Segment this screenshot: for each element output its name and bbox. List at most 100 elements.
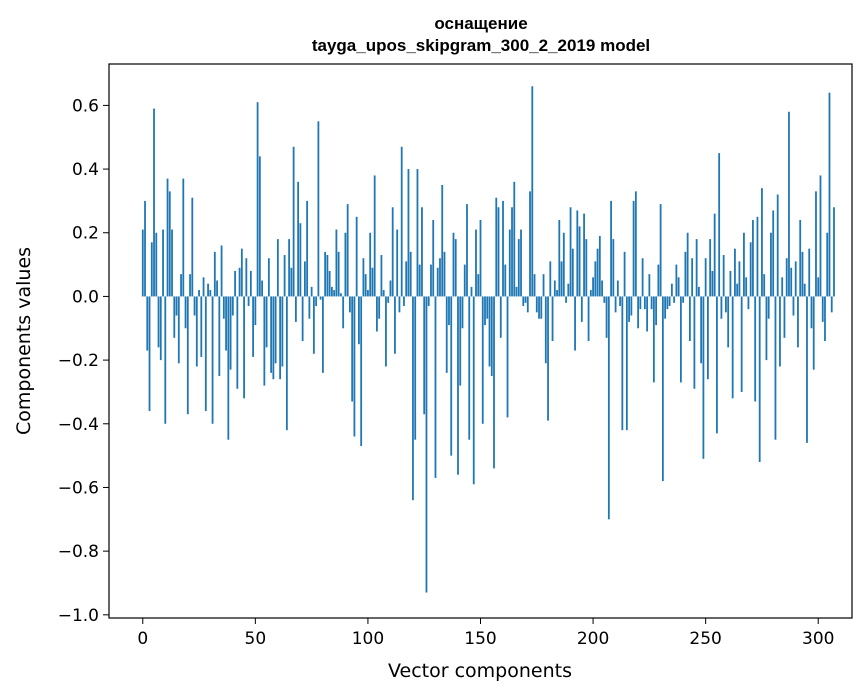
bar xyxy=(148,296,151,412)
bar xyxy=(788,111,790,297)
bar xyxy=(758,296,761,462)
bar xyxy=(767,296,770,319)
bar xyxy=(481,296,484,424)
bar xyxy=(171,229,173,297)
bar xyxy=(691,258,694,297)
bar xyxy=(297,181,300,297)
bar xyxy=(727,296,730,348)
bar xyxy=(283,255,286,297)
bar xyxy=(596,248,599,297)
bar xyxy=(830,296,833,313)
bar xyxy=(792,296,795,316)
plot-frame xyxy=(108,63,853,619)
bar xyxy=(371,267,374,297)
bar xyxy=(493,296,495,469)
bar xyxy=(693,296,696,389)
bar xyxy=(430,264,432,297)
bar xyxy=(247,296,250,306)
bar xyxy=(797,296,799,348)
y-tick-label: 0.6 xyxy=(72,96,99,116)
y-tick-label: −0.6 xyxy=(58,478,99,498)
bar xyxy=(833,207,835,297)
bar xyxy=(729,270,732,297)
y-tick-label: −0.4 xyxy=(58,415,99,435)
bar xyxy=(412,296,414,501)
bar xyxy=(677,277,680,297)
bar xyxy=(641,258,644,297)
bar xyxy=(808,248,811,297)
bar xyxy=(403,296,405,306)
bar xyxy=(333,290,336,297)
bar xyxy=(571,248,574,297)
x-tick-label: 0 xyxy=(137,629,148,649)
bar xyxy=(675,264,678,297)
bar xyxy=(740,296,743,392)
bar xyxy=(585,239,588,297)
bar xyxy=(427,296,430,306)
x-tick-label: 50 xyxy=(245,629,267,649)
bar xyxy=(580,296,583,322)
bar xyxy=(520,229,522,297)
bar xyxy=(779,296,781,367)
bar xyxy=(598,235,601,297)
bar xyxy=(396,229,399,297)
bar xyxy=(551,296,554,341)
bar xyxy=(490,296,493,377)
bar xyxy=(736,283,739,297)
chart-title: оснащение xyxy=(434,14,527,33)
bar xyxy=(731,296,734,399)
y-axis: −1.0 −0.8 −0.6 −0.4 −0.2 0.0 0.2 0.4 0.6 xyxy=(58,96,109,626)
bar xyxy=(567,283,570,297)
bar xyxy=(799,220,802,297)
bar xyxy=(198,290,200,297)
bar xyxy=(308,296,311,319)
bar xyxy=(394,296,396,354)
bar xyxy=(515,286,518,297)
bar xyxy=(459,296,462,386)
bar xyxy=(164,296,167,424)
x-axis-label: Vector components xyxy=(388,660,572,682)
bar xyxy=(506,296,509,418)
chart-subtitle: tayga_upos_skipgram_300_2_2019 model xyxy=(312,36,650,55)
bar xyxy=(517,239,520,297)
bar xyxy=(713,213,716,297)
bar xyxy=(668,296,671,306)
bar xyxy=(630,296,633,316)
bar xyxy=(772,210,775,297)
bar xyxy=(331,286,333,297)
y-tick-label: 0.4 xyxy=(72,160,99,180)
bar xyxy=(380,255,383,297)
bar xyxy=(605,296,608,338)
bar xyxy=(177,296,180,364)
bar xyxy=(285,296,288,431)
bar xyxy=(607,296,610,520)
bar xyxy=(328,270,331,297)
bar xyxy=(166,178,169,297)
bar xyxy=(382,290,385,297)
bar xyxy=(776,194,779,297)
bar xyxy=(234,270,236,297)
bar xyxy=(400,146,403,297)
bar xyxy=(763,274,766,297)
bar xyxy=(468,296,471,440)
bar xyxy=(625,296,628,431)
bar xyxy=(542,274,545,297)
bar xyxy=(448,296,450,326)
bar xyxy=(249,270,252,297)
bar xyxy=(387,296,390,303)
bar xyxy=(648,274,651,297)
bar xyxy=(407,169,410,297)
bar xyxy=(749,242,752,297)
bar xyxy=(294,296,297,322)
bar xyxy=(310,286,313,297)
bar xyxy=(716,296,718,434)
bar xyxy=(258,156,261,297)
bar xyxy=(186,296,189,415)
bar xyxy=(168,191,171,297)
bar xyxy=(211,296,214,424)
bar xyxy=(245,258,248,297)
bar xyxy=(533,274,536,297)
bar xyxy=(432,220,435,297)
bar xyxy=(743,232,745,297)
bar xyxy=(236,296,239,389)
